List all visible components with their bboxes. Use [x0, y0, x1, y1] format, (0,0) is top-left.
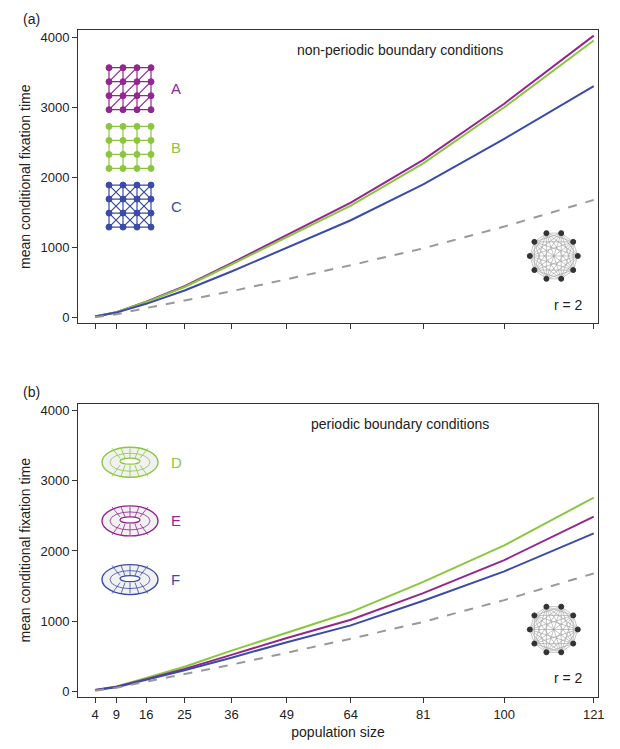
svg-text:D: D [171, 454, 182, 471]
svg-text:1000: 1000 [40, 614, 69, 629]
svg-text:2000: 2000 [40, 170, 69, 185]
svg-text:81: 81 [416, 707, 430, 722]
svg-text:non-periodic boundary conditio: non-periodic boundary conditions [297, 42, 503, 58]
svg-text:9: 9 [113, 707, 120, 722]
svg-text:3000: 3000 [40, 100, 69, 115]
svg-text:population size: population size [291, 724, 385, 740]
svg-text:mean conditional fixation time: mean conditional fixation time [17, 84, 33, 269]
svg-text:36: 36 [224, 707, 238, 722]
svg-text:49: 49 [280, 707, 294, 722]
svg-text:0: 0 [62, 684, 69, 699]
svg-text:1000: 1000 [40, 240, 69, 255]
svg-text:mean conditional fixation time: mean conditional fixation time [17, 458, 33, 643]
svg-text:E: E [171, 512, 181, 529]
svg-text:4: 4 [91, 707, 98, 722]
svg-text:3000: 3000 [40, 473, 69, 488]
svg-text:(a): (a) [23, 11, 40, 27]
svg-text:(b): (b) [23, 384, 40, 400]
svg-text:periodic boundary conditions: periodic boundary conditions [311, 416, 489, 432]
svg-text:121: 121 [583, 707, 605, 722]
svg-text:4000: 4000 [40, 30, 69, 45]
svg-text:64: 64 [344, 707, 358, 722]
svg-text:2000: 2000 [40, 544, 69, 559]
svg-text:4000: 4000 [40, 403, 69, 418]
svg-text:r = 2: r = 2 [554, 297, 583, 313]
svg-text:F: F [171, 571, 180, 588]
svg-text:100: 100 [493, 707, 515, 722]
svg-text:A: A [171, 80, 181, 97]
svg-text:C: C [171, 198, 182, 215]
svg-text:r = 2: r = 2 [554, 670, 583, 686]
svg-text:0: 0 [62, 310, 69, 325]
svg-text:B: B [171, 139, 181, 156]
svg-text:25: 25 [177, 707, 191, 722]
svg-text:16: 16 [139, 707, 153, 722]
